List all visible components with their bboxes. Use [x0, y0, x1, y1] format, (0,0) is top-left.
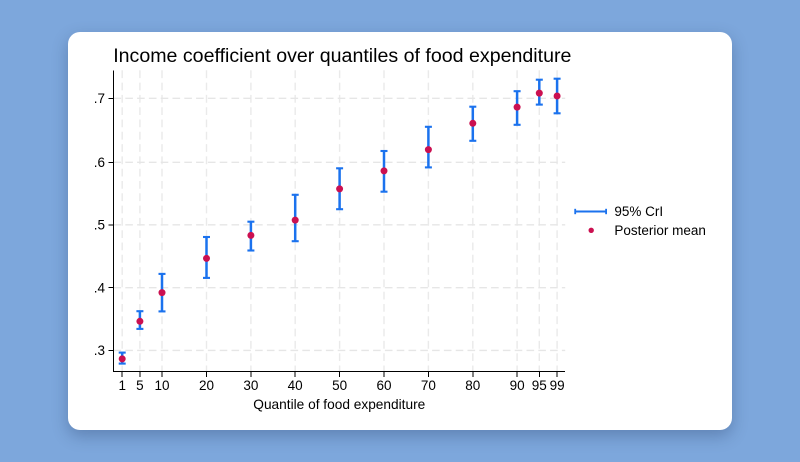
svg-text:20: 20: [199, 378, 214, 393]
svg-text:Income coefficient over quanti: Income coefficient over quantiles of foo…: [113, 45, 571, 67]
svg-text:.7: .7: [94, 91, 105, 106]
svg-text:.5: .5: [94, 218, 105, 233]
svg-text:.3: .3: [94, 343, 105, 358]
svg-text:50: 50: [332, 378, 347, 393]
svg-text:95% CrI: 95% CrI: [614, 204, 663, 219]
svg-text:30: 30: [243, 378, 258, 393]
svg-text:70: 70: [421, 378, 436, 393]
svg-text:Quantile of food expenditure: Quantile of food expenditure: [253, 397, 425, 412]
svg-text:Posterior mean: Posterior mean: [614, 223, 706, 238]
svg-text:40: 40: [288, 378, 303, 393]
svg-text:10: 10: [154, 378, 169, 393]
svg-text:90: 90: [510, 378, 525, 393]
svg-text:5: 5: [136, 378, 144, 393]
svg-text:80: 80: [465, 378, 480, 393]
svg-text:99: 99: [550, 378, 565, 393]
svg-text:60: 60: [376, 378, 391, 393]
svg-text:1: 1: [118, 378, 126, 393]
svg-text:.4: .4: [94, 280, 106, 295]
svg-text:95: 95: [532, 378, 547, 393]
svg-text:.6: .6: [94, 155, 105, 170]
